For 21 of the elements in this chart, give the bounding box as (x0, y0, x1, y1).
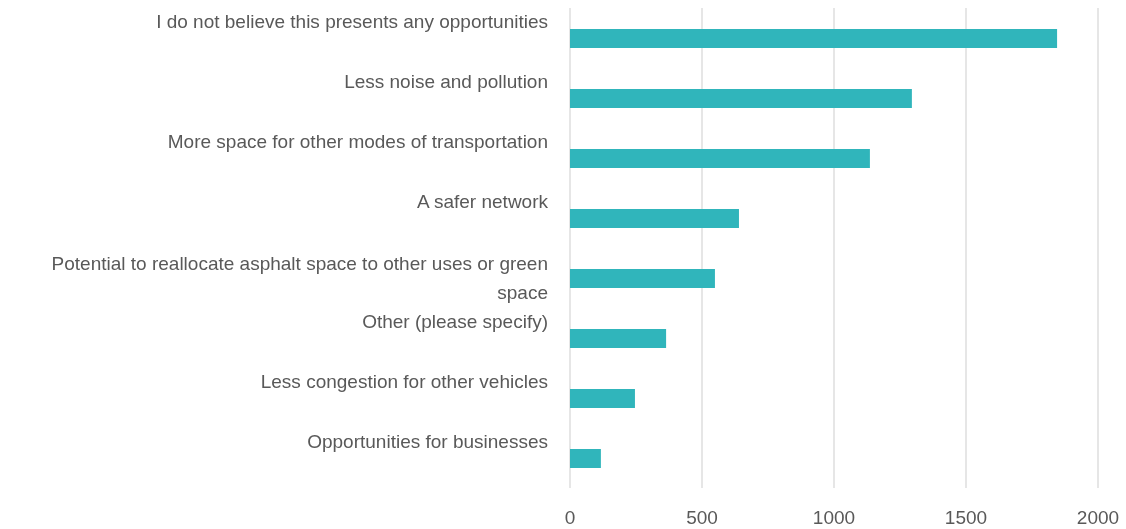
bar (570, 149, 870, 168)
x-tick-label: 0 (564, 507, 576, 528)
x-tick-label: 1000 (812, 507, 856, 528)
bar (570, 89, 912, 108)
x-tick-label: 500 (686, 507, 718, 528)
y-tick-label: Less noise and pollution (344, 70, 548, 92)
bar (570, 29, 1058, 48)
x-tick-label: 2000 (1076, 507, 1120, 528)
y-tick-label: I do not believe this presents any opportunities (156, 10, 548, 32)
x-tick-label: 1500 (944, 507, 988, 528)
y-tick-label: A safer network (417, 190, 549, 212)
y-tick-label: Potential to reallocate asphalt space to other uses or green space (51, 252, 548, 303)
bar (570, 449, 601, 468)
y-tick-label: Opportunities for businesses (307, 430, 548, 452)
y-tick-label: Other (please specify) (362, 310, 548, 332)
bar (570, 389, 635, 408)
y-tick-label: Less congestion for other vehicles (260, 370, 548, 392)
y-tick-label: More space for other modes of transportation (167, 130, 548, 152)
bar (570, 269, 715, 288)
bar (570, 209, 739, 228)
bar (570, 329, 667, 348)
